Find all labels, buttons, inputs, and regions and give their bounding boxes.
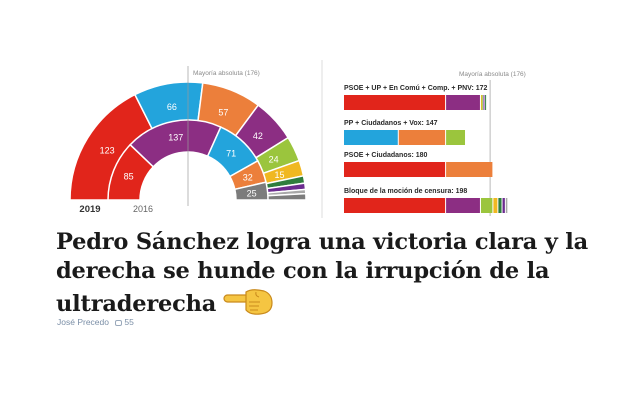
election-infographic: 123 66 57 42 24 15 85 137 71 32 25 2019 2016 Mayoría … xyxy=(69,60,526,218)
ring-year-label-2019: 2019 xyxy=(79,204,100,215)
bar-segment-3-3 xyxy=(493,198,498,213)
bar-segment-0-3 xyxy=(481,95,483,110)
seat-label-2016-3: 32 xyxy=(243,172,253,182)
byline: José Precedo 55 xyxy=(57,317,134,327)
bar-segment-0-2 xyxy=(480,95,482,110)
bar-segment-3-0 xyxy=(344,198,446,213)
seat-label-2019-1: 66 xyxy=(167,102,177,112)
bar-row-label-2: PSOE + Ciudadanos: 180 xyxy=(344,152,428,159)
seat-label-2016-4: 25 xyxy=(247,188,257,198)
bar-row-label-1: PP + Ciudadanos + Vox: 147 xyxy=(344,120,438,127)
majority-label-bars: Mayoría absoluta (176) xyxy=(459,71,526,78)
seat-label-2019-2: 57 xyxy=(218,107,228,117)
comment-count[interactable]: 55 xyxy=(124,317,134,327)
bar-segment-3-6 xyxy=(505,198,508,213)
author-link[interactable]: José Precedo xyxy=(57,317,109,327)
seat-label-2016-0: 85 xyxy=(124,172,134,182)
comment-icon[interactable] xyxy=(114,320,122,326)
bar-segment-0-4 xyxy=(483,95,485,110)
bar-segment-0-1 xyxy=(446,95,480,110)
seat-label-2019-0: 123 xyxy=(100,146,115,156)
seat-label-2019-5: 15 xyxy=(274,170,284,180)
ring-year-label-2016: 2016 xyxy=(133,204,153,214)
majority-label-hemicycle: Mayoría absoluta (176) xyxy=(193,70,260,77)
bar-row-label-0: PSOE + UP + En Comú + Comp. + PNV: 172 xyxy=(344,85,488,92)
article-headline[interactable]: Pedro Sánchez logra una victoria clara y… xyxy=(56,228,616,324)
bar-segment-1-2 xyxy=(446,130,466,145)
bar-segment-0-0 xyxy=(344,95,446,110)
bar-segment-3-1 xyxy=(446,198,480,213)
seat-label-2019-3: 42 xyxy=(253,131,263,141)
bar-segment-1-1 xyxy=(398,130,446,145)
seat-label-2016-2: 71 xyxy=(226,148,236,158)
bar-segment-2-0 xyxy=(344,162,446,177)
hemicycle-segment-2016-4 xyxy=(233,181,269,201)
seat-label-2016-1: 137 xyxy=(168,133,183,143)
bar-row-label-3: Bloque de la moción de censura: 198 xyxy=(344,188,467,195)
headline-text[interactable]: Pedro Sánchez logra una victoria clara y… xyxy=(56,229,588,317)
bar-segment-3-4 xyxy=(498,198,502,213)
bar-segment-3-5 xyxy=(502,198,505,213)
bar-segment-3-2 xyxy=(480,198,493,213)
pointing-hand-icon xyxy=(222,286,274,324)
seat-label-2019-4: 24 xyxy=(269,154,279,164)
bar-segment-1-0 xyxy=(344,130,398,145)
bar-segment-0-5 xyxy=(485,95,487,110)
bar-segment-2-1 xyxy=(446,162,493,177)
